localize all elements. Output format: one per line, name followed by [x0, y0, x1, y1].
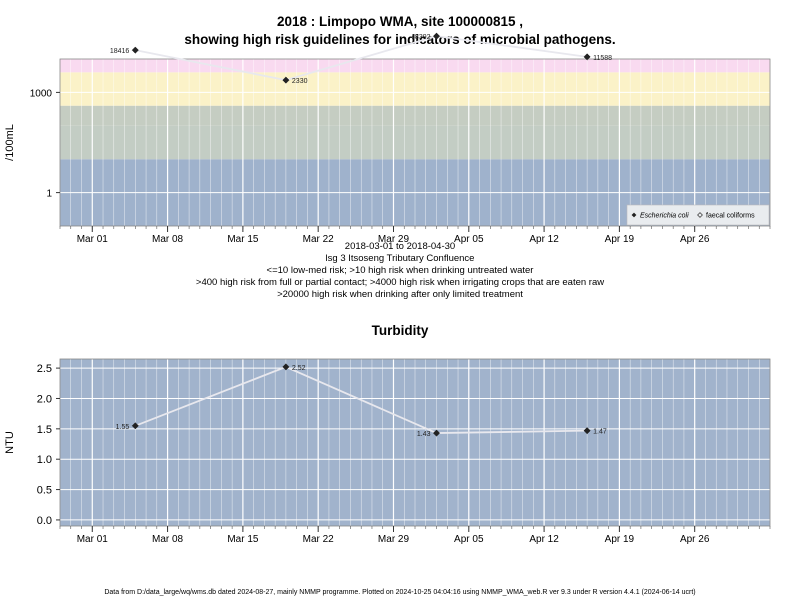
turbidity-title: Turbidity [371, 323, 429, 338]
legend-label: faecal coliforms [706, 213, 755, 220]
turbidity-y-axis-label: NTU [4, 431, 16, 454]
turbidity-y-tick-label: 0.5 [37, 485, 52, 497]
microbial-y-axis-label: /100mL [4, 124, 16, 161]
footer-note: Data from D:/data_large/wq/wms.db dated … [104, 589, 696, 596]
turbidity-x-tick-label: Mar 01 [77, 534, 109, 545]
turbidity-y-tick-label: 2.5 [37, 363, 52, 375]
microbial-x-tick-label: Mar 01 [77, 234, 109, 245]
turbidity-data-point [583, 427, 591, 435]
microbial-data-point [282, 76, 290, 84]
caption-risk-contact: >400 high risk from full or partial cont… [195, 277, 605, 288]
microbial-data-label: 18416 [110, 48, 130, 55]
turbidity-x-tick-label: Apr 12 [529, 534, 559, 545]
microbial-y-tick-label: 1 [46, 189, 52, 200]
turbidity-data-label: 2.52 [292, 365, 306, 372]
legend-label: Escherichia coli [640, 213, 689, 220]
turbidity-y-tick-label: 2.0 [37, 393, 52, 405]
microbial-x-tick-label: Mar 29 [378, 234, 410, 245]
turbidity-x-tick-label: Apr 26 [680, 534, 710, 545]
turbidity-data-point [432, 429, 441, 437]
turbidity-data-label: 1.47 [593, 429, 607, 436]
turbidity-data-label: 1.55 [116, 424, 130, 431]
microbial-x-tick-label: Apr 26 [680, 234, 710, 245]
legend-marker-open-diamond [697, 212, 703, 218]
microbial-data-point [432, 32, 441, 40]
turbidity-y-tick-label: 1.0 [37, 454, 52, 466]
turbidity-x-tick-label: Apr 05 [454, 534, 484, 545]
chart-title-line1: 2018 : Limpopo WMA, site 100000815 , [276, 14, 524, 29]
microbial-series-line [135, 35, 588, 82]
turbidity-x-tick-label: Mar 08 [152, 534, 184, 545]
microbial-x-tick-label: Apr 12 [529, 234, 559, 245]
microbial-data-label: 48392 [411, 34, 431, 41]
legend-marker-filled-diamond [631, 212, 637, 218]
turbidity-x-tick-label: Mar 22 [303, 534, 335, 545]
turbidity-data-point [282, 363, 290, 371]
microbial-data-point [131, 46, 139, 54]
turbidity-x-tick-label: Mar 29 [378, 534, 410, 545]
microbial-data-label: 11588 [593, 55, 612, 62]
microbial-y-tick-label: 1000 [30, 88, 53, 99]
turbidity-data-point [131, 422, 139, 430]
caption-site-name: lsg 3 Itsoseng Tributary Confluence [325, 253, 475, 264]
microbial-x-tick-label: Mar 08 [152, 234, 184, 245]
microbial-x-tick-label: Mar 15 [227, 234, 259, 245]
microbial-x-tick-label: Apr 05 [454, 234, 484, 245]
microbial-data-point [583, 53, 591, 61]
microbial-data-label: 2330 [292, 78, 308, 85]
turbidity-y-tick-label: 0.0 [37, 515, 52, 527]
microbial-x-tick-label: Mar 22 [303, 234, 335, 245]
caption-risk-treatment: >20000 high risk when drinking after onl… [277, 289, 523, 300]
chart-title-line2: showing high risk guidelines for indicat… [184, 32, 616, 47]
turbidity-x-tick-label: Mar 15 [227, 534, 259, 545]
turbidity-series-line [134, 365, 588, 434]
turbidity-data-label: 1.43 [417, 431, 431, 438]
turbidity-y-tick-label: 1.5 [37, 424, 52, 436]
turbidity-x-tick-label: Apr 19 [605, 534, 635, 545]
caption-date-range: 2018-03-01 to 2018-04-30 [344, 241, 456, 252]
caption-risk-low: <=10 low-med risk; >10 high risk when dr… [266, 265, 534, 276]
microbial-x-tick-label: Apr 19 [605, 234, 635, 245]
